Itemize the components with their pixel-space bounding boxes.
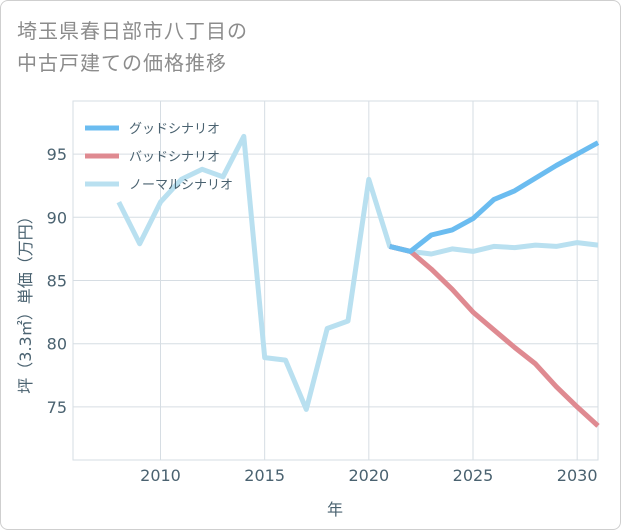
y-tick-label-80: 80 [47,335,67,354]
gridlines [73,101,598,460]
x-tick-label-2015: 2015 [244,466,285,485]
x-axis-title: 年 [327,500,343,519]
series-line-0 [389,140,600,254]
series-lines [116,133,600,428]
x-tick-label-2020: 2020 [348,466,389,485]
chart-title-line-1: 埼玉県春日部市八丁目の [17,19,248,43]
legend-label-2: ノーマルシナリオ [129,178,233,193]
legend-label-0: グッドシナリオ [129,122,220,137]
x-tick-label-2010: 2010 [140,466,181,485]
series-line-1 [389,243,600,428]
y-tick-label-85: 85 [47,272,67,291]
tick-labels: 75 80 85 90 95 2010 2015 2020 2025 2030 [47,145,598,485]
legend-item-2[interactable]: ノーマルシナリオ [85,178,233,193]
x-tick-label-2030: 2030 [557,466,598,485]
y-tick-label-95: 95 [47,145,67,164]
y-axis-title: 坪（3.3㎡）単価（万円） [16,208,35,393]
chart-title-line-2: 中古戸建ての価格推移 [17,51,227,75]
legend-label-1: バッドシナリオ [129,150,220,165]
chart-title: 埼玉県春日部市八丁目の 中古戸建ての価格推移 [17,15,437,79]
x-tick-label-2025: 2025 [453,466,494,485]
y-tick-label-90: 90 [47,208,67,227]
series-line-2 [116,133,599,412]
y-tick-label-75: 75 [47,398,67,417]
legend-item-0[interactable]: グッドシナリオ [85,122,220,137]
legend-item-1[interactable]: バッドシナリオ [85,150,220,165]
